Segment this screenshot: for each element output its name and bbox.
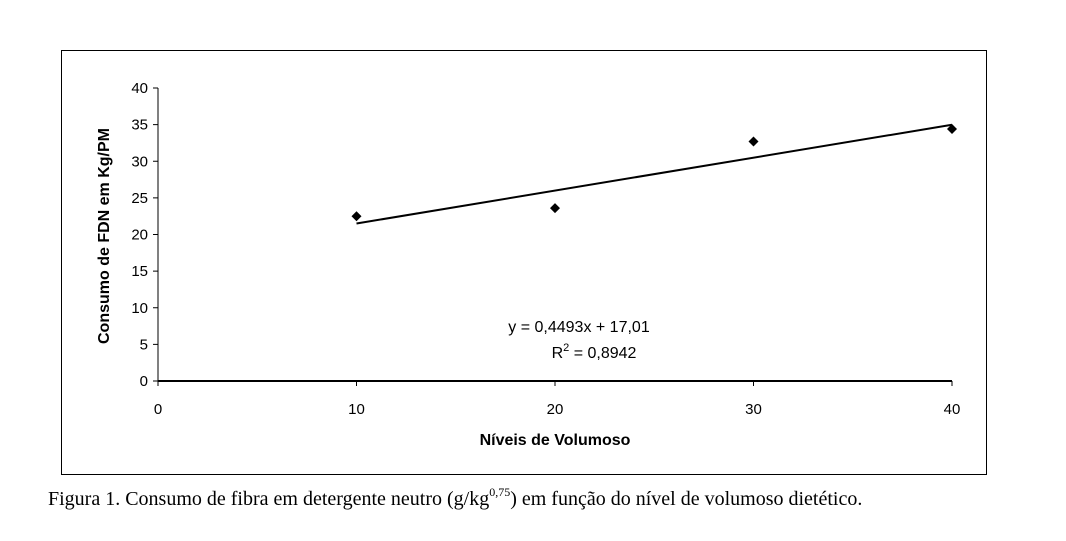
data-point [947, 124, 957, 135]
data-points [351, 124, 957, 222]
data-point [550, 203, 560, 214]
r-squared-exponent: 2 [563, 342, 569, 354]
y-tick-label: 40 [131, 80, 148, 97]
x-tick-label: 20 [547, 401, 564, 418]
y-tick-label: 0 [140, 373, 148, 390]
y-tick-label: 35 [131, 117, 148, 134]
caption-prefix: Figura 1. Consumo de fibra em detergente… [48, 488, 490, 510]
x-axis-title: Níveis de Volumoso [480, 432, 631, 449]
y-axis-ticks: 0 5 10 15 20 25 30 35 40 [131, 80, 158, 390]
y-tick-label: 20 [131, 227, 148, 244]
x-tick-label: 40 [944, 401, 961, 418]
data-point [351, 211, 362, 222]
y-tick-label: 10 [131, 300, 148, 317]
x-axis-ticks: 0 10 20 30 40 [154, 381, 961, 418]
trend-line [356, 123, 953, 225]
caption-suffix: ) em função do nível de volumoso dietéti… [510, 488, 863, 510]
y-tick-label: 5 [140, 336, 148, 353]
x-tick-label: 30 [745, 401, 762, 418]
data-point [748, 136, 759, 147]
r-squared-value: = 0,8942 [569, 345, 636, 362]
r-squared-prefix: R [552, 345, 564, 362]
y-tick-label: 15 [131, 263, 148, 280]
figure-caption: Figura 1. Consumo de fibra em detergente… [48, 486, 1002, 513]
caption-superscript: 0,75 [489, 485, 511, 499]
y-axis-title: Consumo de FDN em Kg/PM [96, 128, 113, 344]
trendline-equation: y = 0,4493x + 17,01 [508, 319, 650, 336]
r-squared-label: R2 = 0,8942 [552, 342, 637, 362]
y-tick-label: 30 [131, 153, 148, 170]
x-tick-label: 10 [348, 401, 365, 418]
scatter-chart: 0 5 10 15 20 25 30 35 40 0 10 20 30 40 Níveis de Vol… [96, 80, 961, 449]
chart-frame: 0 5 10 15 20 25 30 35 40 0 10 20 30 40 Níveis de Vol… [61, 50, 987, 475]
y-tick-label: 25 [131, 190, 148, 207]
x-tick-label: 0 [154, 401, 162, 418]
